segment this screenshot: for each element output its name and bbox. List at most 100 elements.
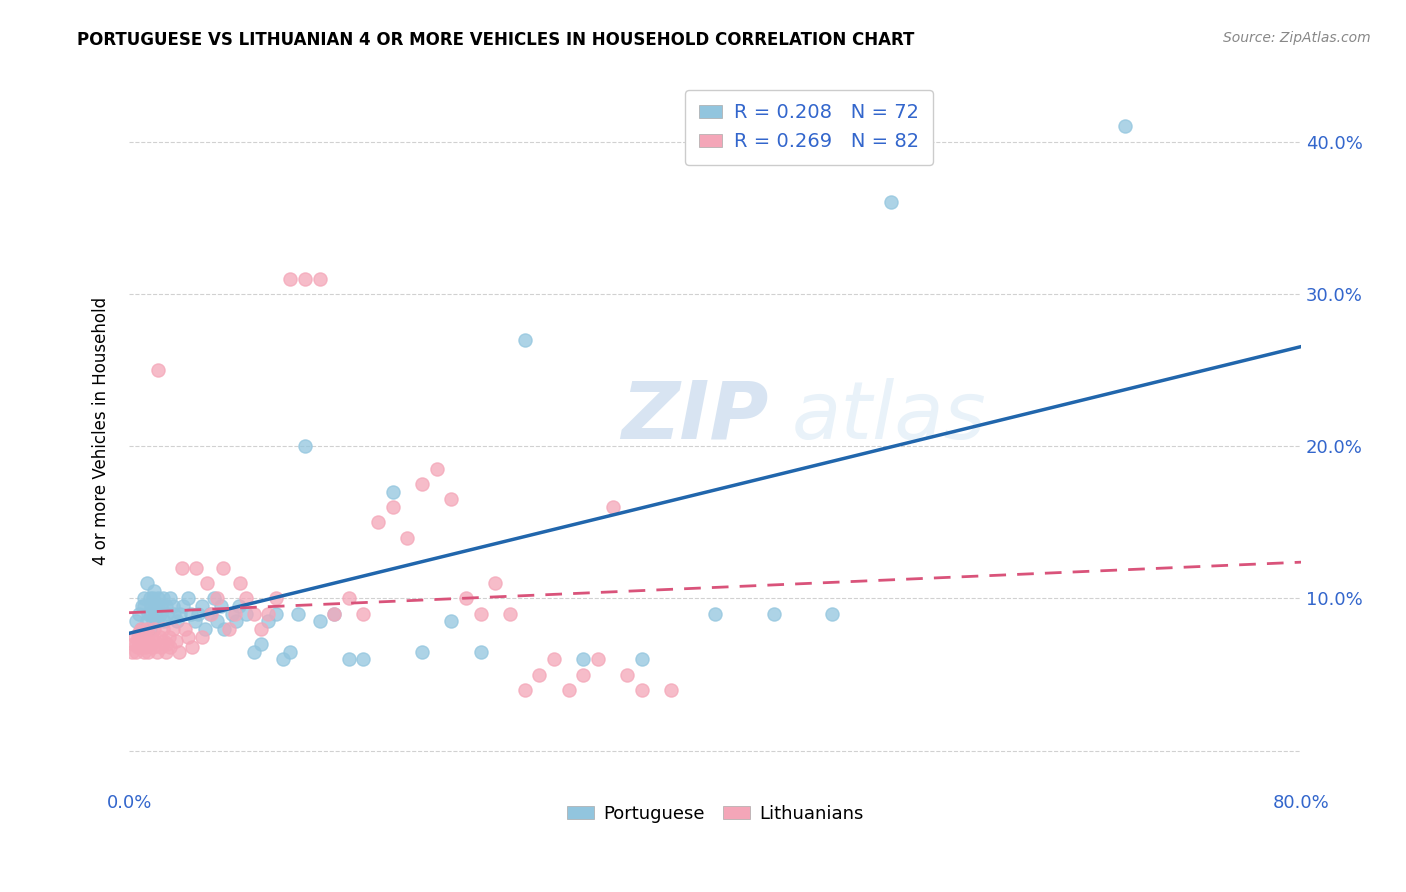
Point <box>186 561 208 575</box>
Point <box>132 599 155 613</box>
Point <box>543 652 565 666</box>
Point <box>221 607 243 621</box>
Point <box>1114 120 1136 134</box>
Point <box>631 682 654 697</box>
Point <box>308 615 330 629</box>
Point <box>337 652 360 666</box>
Point <box>440 492 463 507</box>
Point <box>209 599 232 613</box>
Point <box>127 630 149 644</box>
Point <box>631 652 654 666</box>
Point <box>132 645 155 659</box>
Point <box>128 634 150 648</box>
Point <box>176 591 198 606</box>
Point <box>194 622 217 636</box>
Point <box>181 640 204 655</box>
Point <box>294 439 316 453</box>
Point <box>141 640 163 655</box>
Point <box>134 630 156 644</box>
Point <box>131 634 153 648</box>
Legend: Portuguese, Lithuanians: Portuguese, Lithuanians <box>560 797 870 830</box>
Point <box>381 500 404 514</box>
Point <box>131 599 153 613</box>
Point <box>353 607 375 621</box>
Point <box>150 640 173 655</box>
Point <box>125 615 148 629</box>
Point <box>132 637 155 651</box>
Point <box>166 615 188 629</box>
Point <box>211 561 233 575</box>
Point <box>586 652 609 666</box>
Point <box>187 607 209 621</box>
Point <box>821 607 844 621</box>
Point <box>136 634 159 648</box>
Point <box>143 622 166 636</box>
Point <box>602 500 624 514</box>
Point <box>153 634 176 648</box>
Point <box>499 607 522 621</box>
Point <box>411 477 433 491</box>
Point <box>162 622 184 636</box>
Point <box>228 599 250 613</box>
Point <box>131 630 153 644</box>
Point <box>125 637 148 651</box>
Point <box>145 607 167 621</box>
Point <box>426 462 449 476</box>
Point <box>150 599 173 613</box>
Point <box>139 607 162 621</box>
Point <box>141 615 163 629</box>
Point <box>129 622 152 636</box>
Point <box>257 607 280 621</box>
Point <box>337 591 360 606</box>
Point <box>146 615 169 629</box>
Point <box>235 607 257 621</box>
Text: ZIP: ZIP <box>621 377 769 456</box>
Point <box>139 599 162 613</box>
Point <box>170 561 193 575</box>
Point <box>146 645 169 659</box>
Point <box>224 607 246 621</box>
Point <box>148 599 170 613</box>
Point <box>214 622 236 636</box>
Point <box>145 634 167 648</box>
Point <box>704 607 727 621</box>
Point <box>135 622 157 636</box>
Point <box>148 591 170 606</box>
Point <box>121 645 143 659</box>
Text: atlas: atlas <box>792 377 986 456</box>
Point <box>242 645 264 659</box>
Point <box>762 607 785 621</box>
Point <box>157 630 180 644</box>
Point <box>250 637 273 651</box>
Point <box>278 271 301 285</box>
Point <box>271 652 294 666</box>
Point <box>572 652 595 666</box>
Point <box>411 645 433 659</box>
Point <box>323 607 346 621</box>
Point <box>367 516 389 530</box>
Point <box>135 615 157 629</box>
Point <box>152 591 174 606</box>
Point <box>125 645 148 659</box>
Point <box>122 637 145 651</box>
Point <box>173 622 195 636</box>
Point <box>205 591 228 606</box>
Point <box>572 667 595 681</box>
Point <box>138 591 160 606</box>
Point <box>200 607 222 621</box>
Point <box>180 607 202 621</box>
Point <box>353 652 375 666</box>
Point <box>165 634 187 648</box>
Point <box>250 622 273 636</box>
Point <box>294 271 316 285</box>
Point <box>159 591 181 606</box>
Point <box>167 645 190 659</box>
Point <box>529 667 551 681</box>
Text: PORTUGUESE VS LITHUANIAN 4 OR MORE VEHICLES IN HOUSEHOLD CORRELATION CHART: PORTUGUESE VS LITHUANIAN 4 OR MORE VEHIC… <box>77 31 915 49</box>
Point <box>381 484 404 499</box>
Point <box>134 640 156 655</box>
Point <box>176 630 198 644</box>
Point <box>242 607 264 621</box>
Point <box>149 630 172 644</box>
Point <box>202 591 225 606</box>
